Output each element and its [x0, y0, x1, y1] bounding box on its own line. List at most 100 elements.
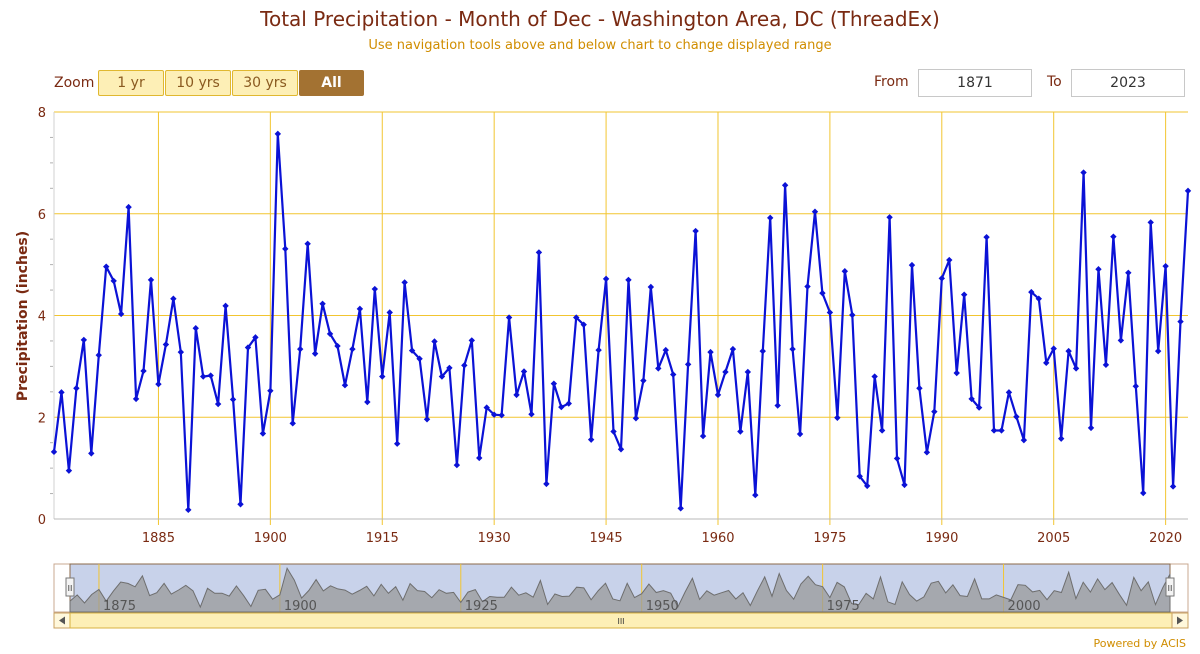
data-point — [781, 182, 789, 189]
data-point — [177, 348, 185, 356]
navigator-tick-label: 2000 — [1008, 599, 1041, 614]
data-point — [453, 461, 461, 469]
data-point — [304, 240, 311, 247]
x-tick-label: 1990 — [925, 531, 958, 546]
zoom-all-button[interactable]: All — [299, 70, 364, 96]
data-point — [110, 277, 117, 285]
data-point — [692, 227, 699, 235]
zoom-10yrs-button[interactable]: 10 yrs — [165, 70, 231, 96]
data-point — [461, 362, 468, 369]
data-point — [558, 403, 565, 411]
data-point — [990, 427, 998, 434]
data-point — [289, 420, 296, 427]
data-point — [1147, 219, 1154, 226]
x-tick-label: 2020 — [1149, 531, 1182, 546]
scrollbar-grip-icon: III — [617, 617, 624, 626]
data-point — [446, 364, 453, 372]
y-tick-label: 8 — [38, 106, 46, 121]
data-point — [341, 381, 349, 389]
data-point — [759, 347, 766, 355]
data-point — [662, 346, 669, 354]
data-point — [200, 373, 207, 380]
data-point — [819, 289, 826, 297]
navigator: 1875 1900 1925 1950 1975 2000 II II — [53, 563, 1189, 614]
data-point — [774, 402, 781, 409]
data-point — [170, 295, 177, 302]
data-point — [334, 342, 341, 350]
x-tick-label: 1900 — [254, 531, 287, 546]
x-axis: 1885 1900 1915 1930 1945 1960 1975 1990 2005 2020 — [54, 518, 1188, 546]
data-point — [423, 416, 431, 423]
data-point — [1110, 233, 1117, 240]
data-point — [237, 501, 244, 508]
data-point — [379, 373, 386, 380]
navigator-tick-label: 1950 — [646, 599, 679, 614]
zoom-1yr-button[interactable]: 1 yr — [98, 70, 164, 96]
zoom-label: Zoom — [54, 75, 95, 91]
to-input[interactable]: 2023 — [1071, 69, 1185, 97]
series-line — [52, 132, 1190, 511]
data-point — [50, 448, 58, 456]
handle-grip-icon: II — [68, 584, 73, 593]
from-input[interactable]: 1871 — [918, 69, 1032, 97]
data-point — [535, 249, 543, 256]
data-point — [543, 480, 550, 488]
data-point — [587, 436, 595, 443]
y-axis: 0 2 4 6 8 — [38, 106, 55, 528]
data-point — [1020, 436, 1028, 444]
data-point — [617, 446, 625, 453]
data-point — [655, 365, 662, 372]
data-point — [1095, 266, 1102, 273]
data-point — [1087, 424, 1095, 432]
data-point — [767, 214, 774, 222]
data-point — [259, 430, 267, 437]
data-point — [1035, 295, 1042, 302]
navigator-tick-label: 1975 — [827, 599, 860, 614]
zoom-30yrs-button[interactable]: 30 yrs — [232, 70, 298, 96]
data-point — [573, 314, 580, 321]
data-point — [356, 305, 364, 313]
data-point — [80, 336, 88, 344]
data-point — [103, 263, 110, 270]
data-point — [498, 412, 505, 419]
data-point — [207, 372, 214, 379]
data-point — [229, 396, 237, 403]
data-point — [1162, 262, 1169, 270]
data-point — [274, 130, 282, 138]
data-point — [311, 350, 319, 357]
data-point — [953, 369, 960, 377]
data-point — [468, 337, 475, 344]
navigator-area — [69, 567, 1171, 613]
data-point — [625, 276, 632, 284]
data-point — [1125, 269, 1132, 276]
navigator-right-handle[interactable] — [1165, 577, 1175, 597]
data-point — [849, 311, 856, 319]
data-point — [58, 389, 65, 396]
data-point — [1154, 347, 1162, 355]
data-point — [901, 481, 908, 489]
data-point — [714, 391, 722, 399]
data-point — [319, 300, 326, 307]
data-point — [856, 473, 863, 480]
data-point — [140, 367, 147, 375]
chart-title: Total Precipitation - Month of Dec - Was… — [260, 7, 940, 31]
data-point — [1102, 361, 1110, 369]
from-label: From — [874, 74, 909, 90]
data-point — [871, 373, 878, 380]
data-point — [737, 428, 744, 435]
data-point — [878, 427, 886, 434]
data-point — [162, 341, 170, 348]
data-point — [640, 377, 647, 384]
data-point — [841, 268, 849, 275]
data-point — [326, 330, 334, 338]
data-point — [923, 449, 931, 456]
data-point — [125, 203, 132, 211]
handle-grip-icon: II — [1168, 584, 1173, 593]
data-point — [95, 351, 102, 359]
data-point — [960, 291, 968, 298]
data-point — [729, 345, 737, 353]
navigator-left-handle[interactable] — [65, 577, 75, 597]
data-point — [416, 355, 423, 362]
data-point — [1177, 318, 1184, 325]
navigator-tick-label: 1925 — [465, 599, 498, 614]
